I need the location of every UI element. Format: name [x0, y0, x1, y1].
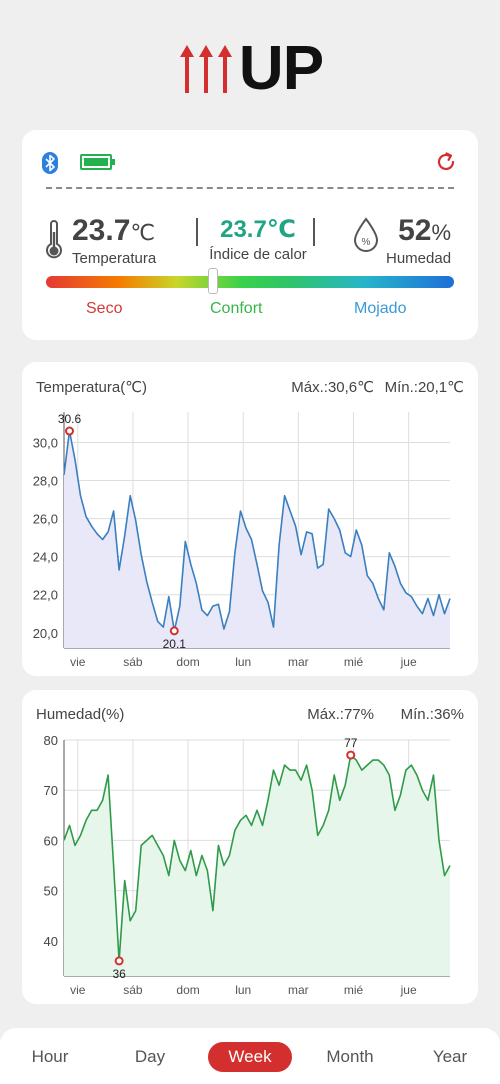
max-point-marker [346, 750, 356, 760]
y-tick-label: 70 [44, 783, 58, 798]
y-tick-label: 80 [44, 733, 58, 748]
x-tick-label: vie [70, 983, 86, 997]
min-point-marker [169, 626, 179, 636]
x-tick-label: dom [176, 655, 199, 669]
tab-month[interactable]: Month [326, 1047, 374, 1066]
y-tick-label: 22,0 [33, 588, 58, 603]
app-logo: UP [0, 38, 500, 100]
x-tick-label: vie [70, 655, 86, 669]
heat-index-label: Índice de calor [209, 246, 307, 263]
y-tick-label: 50 [44, 884, 58, 899]
x-tick-label: sáb [123, 983, 143, 997]
series-line [63, 754, 451, 962]
x-tick-label: lun [235, 983, 251, 997]
y-tick-label: 30,0 [33, 435, 58, 450]
heat-index-value: 23.7℃ [220, 216, 296, 243]
x-tick-label: mié [344, 655, 364, 669]
chart-title: Humedad(%) [36, 706, 125, 723]
y-tick-label: 20,0 [33, 626, 58, 641]
thermometer-icon [46, 220, 62, 259]
min-point-label: 36 [112, 967, 126, 981]
temperature-unit: ℃ [130, 220, 156, 245]
tab-week[interactable]: Week [208, 1042, 292, 1072]
min-point-label: 20.1 [163, 637, 187, 651]
x-tick-label: sáb [123, 655, 143, 669]
heat-index-reading: 23.7℃ Índice de calor [198, 216, 318, 264]
tab-day[interactable]: Day [134, 1047, 166, 1066]
temperature-label: Temperatura [72, 250, 157, 267]
series-line [63, 430, 451, 632]
dashed-divider [46, 187, 454, 189]
status-card: 23.7℃ Temperatura 23.7℃ Índice de calor … [22, 130, 478, 340]
chart-min-label: Mín.:36% [400, 706, 464, 723]
zone-dry-label: Seco [86, 300, 123, 317]
refresh-icon[interactable] [434, 150, 458, 174]
series-area [64, 431, 450, 648]
humidity-unit: % [431, 220, 452, 245]
zone-comfort-label: Confort [210, 300, 263, 317]
y-tick-label: 40 [44, 934, 58, 949]
chart-max-label: Máx.:77% [307, 706, 374, 723]
min-point-marker [114, 956, 124, 966]
temperature-line-chart[interactable]: 20,0 22,0 24,0 26,0 28,0 30,0 vie sáb dom lun mar m… [22, 362, 478, 676]
x-tick-label: mar [288, 983, 309, 997]
comfort-gradient-bar [46, 276, 454, 288]
temperature-value: 23.7 [72, 214, 131, 247]
y-tick-label: 24,0 [33, 550, 58, 565]
humidity-reading: % 52% Humedad [352, 216, 451, 267]
comfort-indicator-knob[interactable] [208, 268, 219, 294]
humidity-line-chart[interactable]: 40 50 60 70 80 vie sáb dom lun mar mié jue 77 36 [22, 690, 478, 1004]
x-tick-label: jue [400, 655, 417, 669]
x-tick-label: lun [235, 655, 251, 669]
y-tick-label: 60 [44, 833, 58, 848]
bluetooth-icon[interactable] [42, 152, 58, 174]
chart-title: Temperatura(℃) [36, 379, 148, 396]
y-tick-label: 28,0 [33, 474, 58, 489]
x-tick-label: jue [400, 983, 417, 997]
svg-text:%: % [362, 237, 371, 248]
logo-wordmark: UP [238, 34, 324, 103]
tab-year[interactable]: Year [432, 1047, 468, 1066]
tab-hour[interactable]: Hour [31, 1047, 69, 1066]
max-point-marker [65, 426, 75, 436]
max-point-label: 77 [344, 736, 358, 750]
x-tick-label: dom [176, 983, 199, 997]
time-range-selector: Hour Day Week Month Year [0, 1028, 500, 1084]
x-tick-label: mié [344, 983, 364, 997]
divider [313, 218, 315, 246]
chart-max-label: Máx.:30,6℃ [291, 379, 374, 396]
triple-arrow-logo-icon [179, 45, 232, 93]
y-tick-label: 26,0 [33, 512, 58, 527]
humidity-value: 52 [398, 214, 432, 247]
divider [196, 218, 198, 246]
humidity-chart-card: Humedad(%) Máx.:77% Mín.:36% 40 50 60 70 80 v… [22, 690, 478, 1004]
max-point-label: 30.6 [58, 412, 82, 426]
series-area [64, 755, 450, 976]
x-tick-label: mar [288, 655, 309, 669]
zone-wet-label: Mojado [354, 300, 407, 317]
battery-full-icon [80, 154, 115, 170]
humidity-drop-icon: % [353, 217, 379, 252]
temperature-reading: 23.7℃ Temperatura [44, 216, 156, 267]
humidity-label: Humedad [386, 250, 452, 267]
temperature-chart-card: Temperatura(℃) Máx.:30,6℃ Mín.:20,1℃ 20,… [22, 362, 478, 676]
chart-min-label: Mín.:20,1℃ [384, 379, 464, 396]
